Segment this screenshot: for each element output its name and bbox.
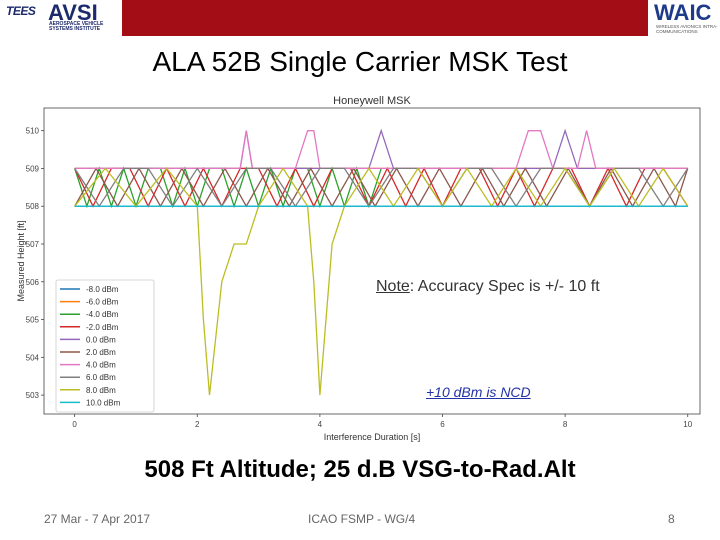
waic-logo-subtext: WIRELESS AVIONICS INTRA-COMMUNICATIONS [656, 24, 718, 34]
legend-entry: 8.0 dBm [86, 386, 116, 395]
chart-svg: Honeywell MSK 0 2 4 6 8 10 503 504 505 506 507 508 50… [16, 95, 701, 442]
slide-subtitle: 508 Ft Altitude; 25 d.B VSG-to-Rad.Alt [144, 456, 576, 483]
legend-entry: 0.0 dBm [86, 335, 116, 344]
legend-entry: -4.0 dBm [86, 310, 119, 319]
y-tick-label: 504 [26, 353, 40, 362]
tees-logo: TEES [6, 4, 36, 18]
avsi-logo-text: AVSI [48, 0, 98, 25]
x-tick-label: 8 [563, 420, 568, 429]
slide-title: ALA 52B Single Carrier MSK Test [152, 46, 568, 77]
y-tick-label: 507 [26, 240, 40, 249]
y-tick-label: 506 [26, 278, 40, 287]
x-tick-label: 0 [72, 420, 77, 429]
chart-title: Honeywell MSK [333, 95, 411, 107]
legend-entry: -2.0 dBm [86, 323, 119, 332]
y-tick-label: 510 [26, 127, 40, 136]
legend-entry: 2.0 dBm [86, 348, 116, 357]
ncd-note: +10 dBm is NCD [426, 384, 531, 400]
x-tick-label: 2 [195, 420, 200, 429]
footer-date: 27 Mar - 7 Apr 2017 [44, 512, 151, 526]
x-tick-label: 4 [318, 420, 323, 429]
y-tick-label: 508 [26, 202, 40, 211]
y-axis-label: Measured Height [ft] [16, 220, 26, 301]
x-tick-label: 10 [683, 420, 692, 429]
avsi-logo: AVSI AEROSPACE VEHICLE SYSTEMS INSTITUTE [48, 0, 122, 38]
legend-entry: -6.0 dBm [86, 298, 119, 307]
footer-page: 8 [668, 512, 675, 526]
header-red-band [122, 0, 648, 36]
y-tick-label: 503 [26, 391, 40, 400]
legend-box [55, 279, 155, 413]
y-tick-label: 509 [26, 164, 40, 173]
series-line [74, 130, 688, 170]
note-text: : Accuracy Spec is +/- 10 ft [409, 278, 600, 295]
chart-container: Honeywell MSK 0 2 4 6 8 10 503 504 505 506 507 508 50… [14, 92, 710, 442]
y-tick-label: 505 [26, 316, 40, 325]
note-prefix: Note [376, 278, 410, 295]
x-tick-label: 6 [440, 420, 445, 429]
waic-logo-text: WAIC [654, 0, 712, 25]
legend-entry: 4.0 dBm [86, 361, 116, 370]
legend-entry: -8.0 dBm [86, 285, 119, 294]
series-line [74, 166, 689, 208]
footer-org: ICAO FSMP - WG/4 [308, 512, 416, 526]
series-line [74, 166, 382, 209]
legend-entry: 6.0 dBm [86, 373, 116, 382]
x-axis-label: Interference Duration [s] [324, 432, 421, 442]
accuracy-note: Note: Accuracy Spec is +/- 10 ft [376, 278, 600, 296]
series-line [74, 167, 689, 396]
waic-logo: WAIC WIRELESS AVIONICS INTRA-COMMUNICATI… [652, 0, 720, 38]
legend-entry: 10.0 dBm [86, 398, 121, 407]
avsi-logo-subtext: AEROSPACE VEHICLE SYSTEMS INSTITUTE [49, 21, 104, 32]
